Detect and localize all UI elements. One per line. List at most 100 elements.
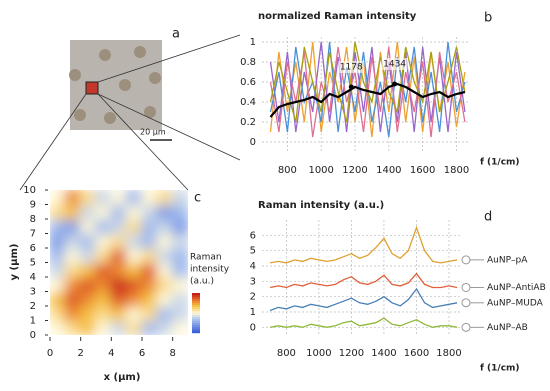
y-tick-label: 6 xyxy=(250,230,256,241)
x-tick-label: 1600 xyxy=(410,165,435,176)
y-tick-label: 5 xyxy=(30,258,36,269)
microscope-image xyxy=(69,40,172,141)
heatmap xyxy=(50,190,188,335)
y-tick-label: 5 xyxy=(250,246,256,257)
heatmap-cell xyxy=(50,261,67,278)
colorbar-step xyxy=(192,305,200,308)
heatmap-cell xyxy=(110,203,128,220)
heatmap-cell xyxy=(110,190,128,206)
annotation-label: 1178 xyxy=(340,63,363,73)
series-label: AuNP–AntiAB xyxy=(487,283,546,293)
heatmap-cell xyxy=(171,276,188,293)
connectors xyxy=(19,34,241,191)
colorbar-step xyxy=(192,331,200,334)
heatmap-cell xyxy=(95,232,113,249)
heatmap-cell xyxy=(64,290,82,307)
heatmap-cell xyxy=(125,319,143,335)
heatmap-cell xyxy=(95,276,113,293)
heatmap-cell xyxy=(156,218,174,235)
heatmap-cell xyxy=(95,190,113,206)
heatmap-cell xyxy=(156,247,174,264)
heatmap-cell xyxy=(50,290,67,307)
heatmap-cell xyxy=(64,247,82,264)
label-marker xyxy=(461,255,471,265)
heatmap-cell xyxy=(125,290,143,307)
heatmap-cell xyxy=(171,305,188,322)
series-line xyxy=(269,317,458,328)
x-tick-label: 0 xyxy=(47,348,53,359)
x-tick-label: 1800 xyxy=(436,348,461,359)
series-label: AuNP–AB xyxy=(487,323,528,333)
series-line xyxy=(269,41,466,133)
colorbar-step xyxy=(192,309,200,312)
annotation-point xyxy=(348,84,354,90)
heatmap-cell xyxy=(110,276,128,293)
heatmap-cell xyxy=(95,247,113,264)
heatmap-cell xyxy=(110,290,128,307)
heatmap-cell xyxy=(95,290,113,307)
heatmap-cell xyxy=(125,305,143,322)
x-tick-label: 2 xyxy=(77,348,83,359)
y-tick-label: 4 xyxy=(30,272,36,283)
panel-label: d xyxy=(484,210,492,225)
heatmap-cells xyxy=(50,190,188,335)
heatmap-cell xyxy=(156,261,174,278)
heatmap-cell xyxy=(125,203,143,220)
scale-bar-label: 20 μm xyxy=(140,128,166,137)
y-tick-label: 2 xyxy=(250,292,256,303)
colorbar-step xyxy=(192,297,200,300)
heatmap-cell xyxy=(110,247,128,264)
panel-label: b xyxy=(484,11,492,26)
heatmap-cell xyxy=(79,305,97,322)
x-axis-label: f (1/cm) xyxy=(480,158,520,168)
heatmap-cell xyxy=(95,319,113,335)
x-tick-label: 6 xyxy=(139,348,145,359)
chart-title: normalized Raman intensity xyxy=(258,11,417,22)
heatmap-cell xyxy=(50,190,67,206)
annotation-label: 1434 xyxy=(383,60,406,70)
heatmap-cell xyxy=(171,203,188,220)
heatmap-cell xyxy=(79,218,97,235)
x-tick-label: 1400 xyxy=(376,165,401,176)
y-tick-label: 0.6 xyxy=(240,77,256,88)
panel-label: c xyxy=(194,191,201,206)
series-line xyxy=(269,287,458,312)
colorbar-step xyxy=(192,293,200,296)
heatmap-cell xyxy=(79,232,97,249)
heatmap-cell xyxy=(64,203,82,220)
annotation-point xyxy=(392,81,398,87)
series-label: AuNP–MUDA xyxy=(487,298,544,308)
heatmap-cell xyxy=(64,218,82,235)
heatmap-cell xyxy=(50,276,67,293)
heatmap-cell xyxy=(50,203,67,220)
heatmap-cell xyxy=(171,290,188,307)
heatmap-cell xyxy=(95,305,113,322)
heatmap-cell xyxy=(156,319,174,335)
heatmap-cell xyxy=(50,247,67,264)
heatmap-cell xyxy=(50,218,67,235)
panel-label: a xyxy=(172,27,180,42)
heatmap-cell xyxy=(141,190,159,206)
heatmap-cell xyxy=(50,305,67,322)
colorbar-step xyxy=(192,323,200,326)
y-tick-label: 1 xyxy=(250,307,256,318)
heatmap-cell xyxy=(141,247,159,264)
heatmap-cell xyxy=(171,247,188,264)
heatmap-cell xyxy=(95,218,113,235)
heatmap-cell xyxy=(79,290,97,307)
x-tick-label: 800 xyxy=(278,165,297,176)
colorbar-label: (a.u.) xyxy=(190,277,214,287)
heatmap-cell xyxy=(79,203,97,220)
colorbar-step xyxy=(192,319,200,322)
heatmap-cell xyxy=(79,319,97,335)
heatmap-cell xyxy=(125,261,143,278)
y-tick-label: 1 xyxy=(250,37,256,48)
heatmap-cell xyxy=(141,218,159,235)
colorbar-step xyxy=(192,327,200,330)
y-tick-label: 3 xyxy=(30,287,36,298)
heatmap-cell xyxy=(141,203,159,220)
heatmap-cell xyxy=(50,232,67,249)
heatmap-cell xyxy=(64,319,82,335)
heatmap-cell xyxy=(141,319,159,335)
